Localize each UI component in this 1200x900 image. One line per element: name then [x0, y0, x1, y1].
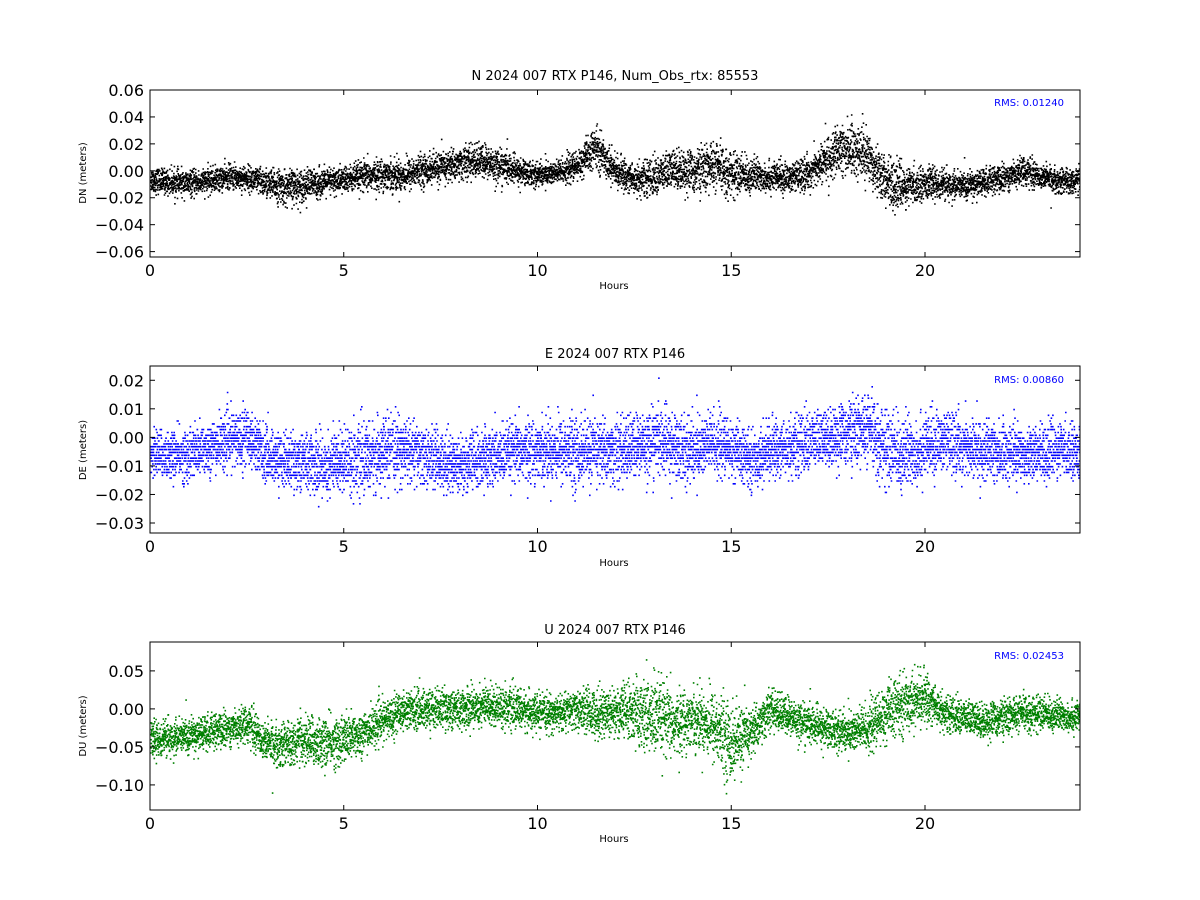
plot-frame [149, 365, 1081, 534]
y-axis-label-north: DN (meters) [78, 142, 89, 204]
x-tick-label: 0 [145, 814, 155, 833]
x-tick-label: 20 [915, 261, 935, 280]
y-tick-label: 0.01 [108, 400, 144, 419]
y-tick-label: −0.04 [95, 216, 144, 235]
y-tick-label: −0.05 [95, 738, 144, 757]
panel-east: E 2024 007 RTX P146 0 5 10 15 20 −0.03 −0.02 −0… [78, 347, 1081, 569]
panel-up: U 2024 007 RTX P146 0 5 10 15 20 −0.10 −0.05 0.… [78, 623, 1081, 845]
rms-annotation-up: RMS: 0.02453 [994, 651, 1064, 662]
x-axis-label-up: Hours [599, 834, 628, 845]
series-points [150, 659, 1080, 795]
x-tick-label: 20 [915, 814, 935, 833]
y-tick-label: −0.06 [95, 243, 144, 262]
y-tick-label: −0.10 [95, 776, 144, 795]
y-tick-label: 0.02 [108, 371, 144, 390]
chart-title-north: N 2024 007 RTX P146, Num_Obs_rtx: 85553 [472, 69, 759, 84]
series-points [150, 113, 1080, 216]
x-tick-label: 10 [527, 261, 547, 280]
plot-frame [149, 641, 1081, 811]
y-tick-label: 0.00 [108, 162, 144, 181]
plot-area-east: 0 5 10 15 20 −0.03 −0.02 −0.01 0.00 0.01 0.02 [95, 365, 1081, 556]
rms-annotation-east: RMS: 0.00860 [994, 375, 1064, 386]
y-tick-label: −0.02 [95, 189, 144, 208]
y-tick-label: −0.03 [95, 514, 144, 533]
chart-title-east: E 2024 007 RTX P146 [545, 347, 685, 362]
y-tick-label: 0.04 [108, 108, 144, 127]
x-tick-label: 15 [721, 814, 741, 833]
x-tick-label: 5 [339, 261, 349, 280]
x-tick-label: 15 [721, 537, 741, 556]
chart-title-up: U 2024 007 RTX P146 [544, 623, 686, 638]
x-tick-label: 0 [145, 537, 155, 556]
rms-annotation-north: RMS: 0.01240 [994, 98, 1064, 109]
y-tick-label: 0.06 [108, 81, 144, 100]
x-axis-label-north: Hours [599, 281, 628, 292]
data-points-n [150, 113, 1080, 216]
x-tick-label: 5 [339, 814, 349, 833]
x-axis-label-east: Hours [599, 558, 628, 569]
plot-frame [149, 89, 1081, 258]
y-tick-label: −0.02 [95, 485, 144, 504]
y-axis-label-up: DU (meters) [78, 695, 89, 756]
panel-north: N 2024 007 RTX P146, Num_Obs_rtx: 85553 … [78, 69, 1081, 292]
x-tick-label: 15 [721, 261, 741, 280]
x-tick-label: 10 [527, 814, 547, 833]
y-axis-label-east: DE (meters) [78, 420, 89, 480]
data-points-u [150, 659, 1080, 795]
y-tick-label: 0.00 [108, 428, 144, 447]
x-tick-label: 5 [339, 537, 349, 556]
x-tick-label: 0 [145, 261, 155, 280]
y-tick-label: −0.01 [95, 457, 144, 476]
y-tick-label: 0.02 [108, 135, 144, 154]
x-tick-label: 20 [915, 537, 935, 556]
y-tick-label: 0.05 [108, 662, 144, 681]
x-tick-label: 10 [527, 537, 547, 556]
plot-area-up: 0 5 10 15 20 −0.10 −0.05 0.00 0.05 [95, 641, 1081, 833]
plot-area-north: 0 5 10 15 20 −0.06 −0.04 −0.02 0.00 0.02 0.04 0.06 [95, 81, 1081, 280]
y-tick-label: 0.00 [108, 700, 144, 719]
